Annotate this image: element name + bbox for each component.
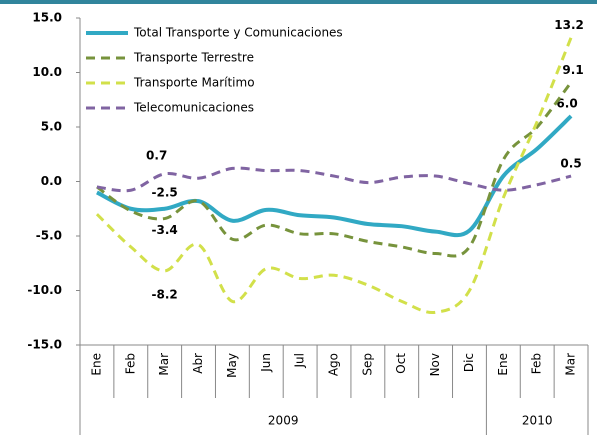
legend-label: Transporte Terrestre [133, 51, 254, 65]
legend-label: Total Transporte y Comunicaciones [133, 26, 343, 40]
y-tick-label: 15.0 [32, 11, 62, 25]
value-label: 6.0 [556, 97, 577, 111]
y-tick-label: 0.0 [41, 174, 62, 188]
value-label: -3.4 [152, 223, 178, 237]
top-border [0, 0, 597, 4]
x-tick-label: Mar [157, 353, 171, 376]
x-tick-label: Feb [123, 353, 137, 374]
series-line [96, 81, 573, 258]
value-label: 9.1 [562, 63, 583, 77]
x-tick-label: Jun [259, 353, 273, 373]
x-tick-label: Abr [191, 353, 205, 374]
legend-label: Transporte Marítimo [133, 76, 255, 90]
x-tick-label: Ene [89, 353, 103, 376]
x-group-label: 2010 [522, 414, 553, 428]
series-line [95, 37, 573, 315]
value-label: -2.5 [152, 185, 178, 199]
x-tick-label: Jul [293, 353, 307, 368]
x-tick-label: May [225, 353, 239, 378]
y-tick-label: -5.0 [36, 229, 62, 243]
x-tick-label: Sep [360, 353, 374, 376]
x-tick-label: Ago [327, 353, 341, 376]
x-group-label: 2009 [268, 414, 299, 428]
y-tick-label: 10.0 [32, 65, 62, 79]
value-label: -8.2 [152, 287, 178, 301]
value-label: 13.2 [554, 18, 584, 32]
x-tick-label: Dic [462, 353, 476, 372]
x-tick-label: Ene [496, 353, 510, 376]
y-tick-label: -10.0 [27, 283, 62, 297]
legend-label: Telecomunicaciones [133, 101, 254, 115]
x-tick-label: Oct [394, 353, 408, 374]
x-tick-label: Feb [530, 353, 544, 374]
x-tick-label: Mar [564, 353, 578, 376]
value-label: 0.5 [560, 157, 581, 171]
y-tick-label: -15.0 [27, 338, 62, 352]
series-line [96, 166, 572, 193]
y-tick-label: 5.0 [41, 120, 62, 134]
x-tick-label: Nov [428, 353, 442, 376]
value-label: 0.7 [146, 148, 167, 162]
